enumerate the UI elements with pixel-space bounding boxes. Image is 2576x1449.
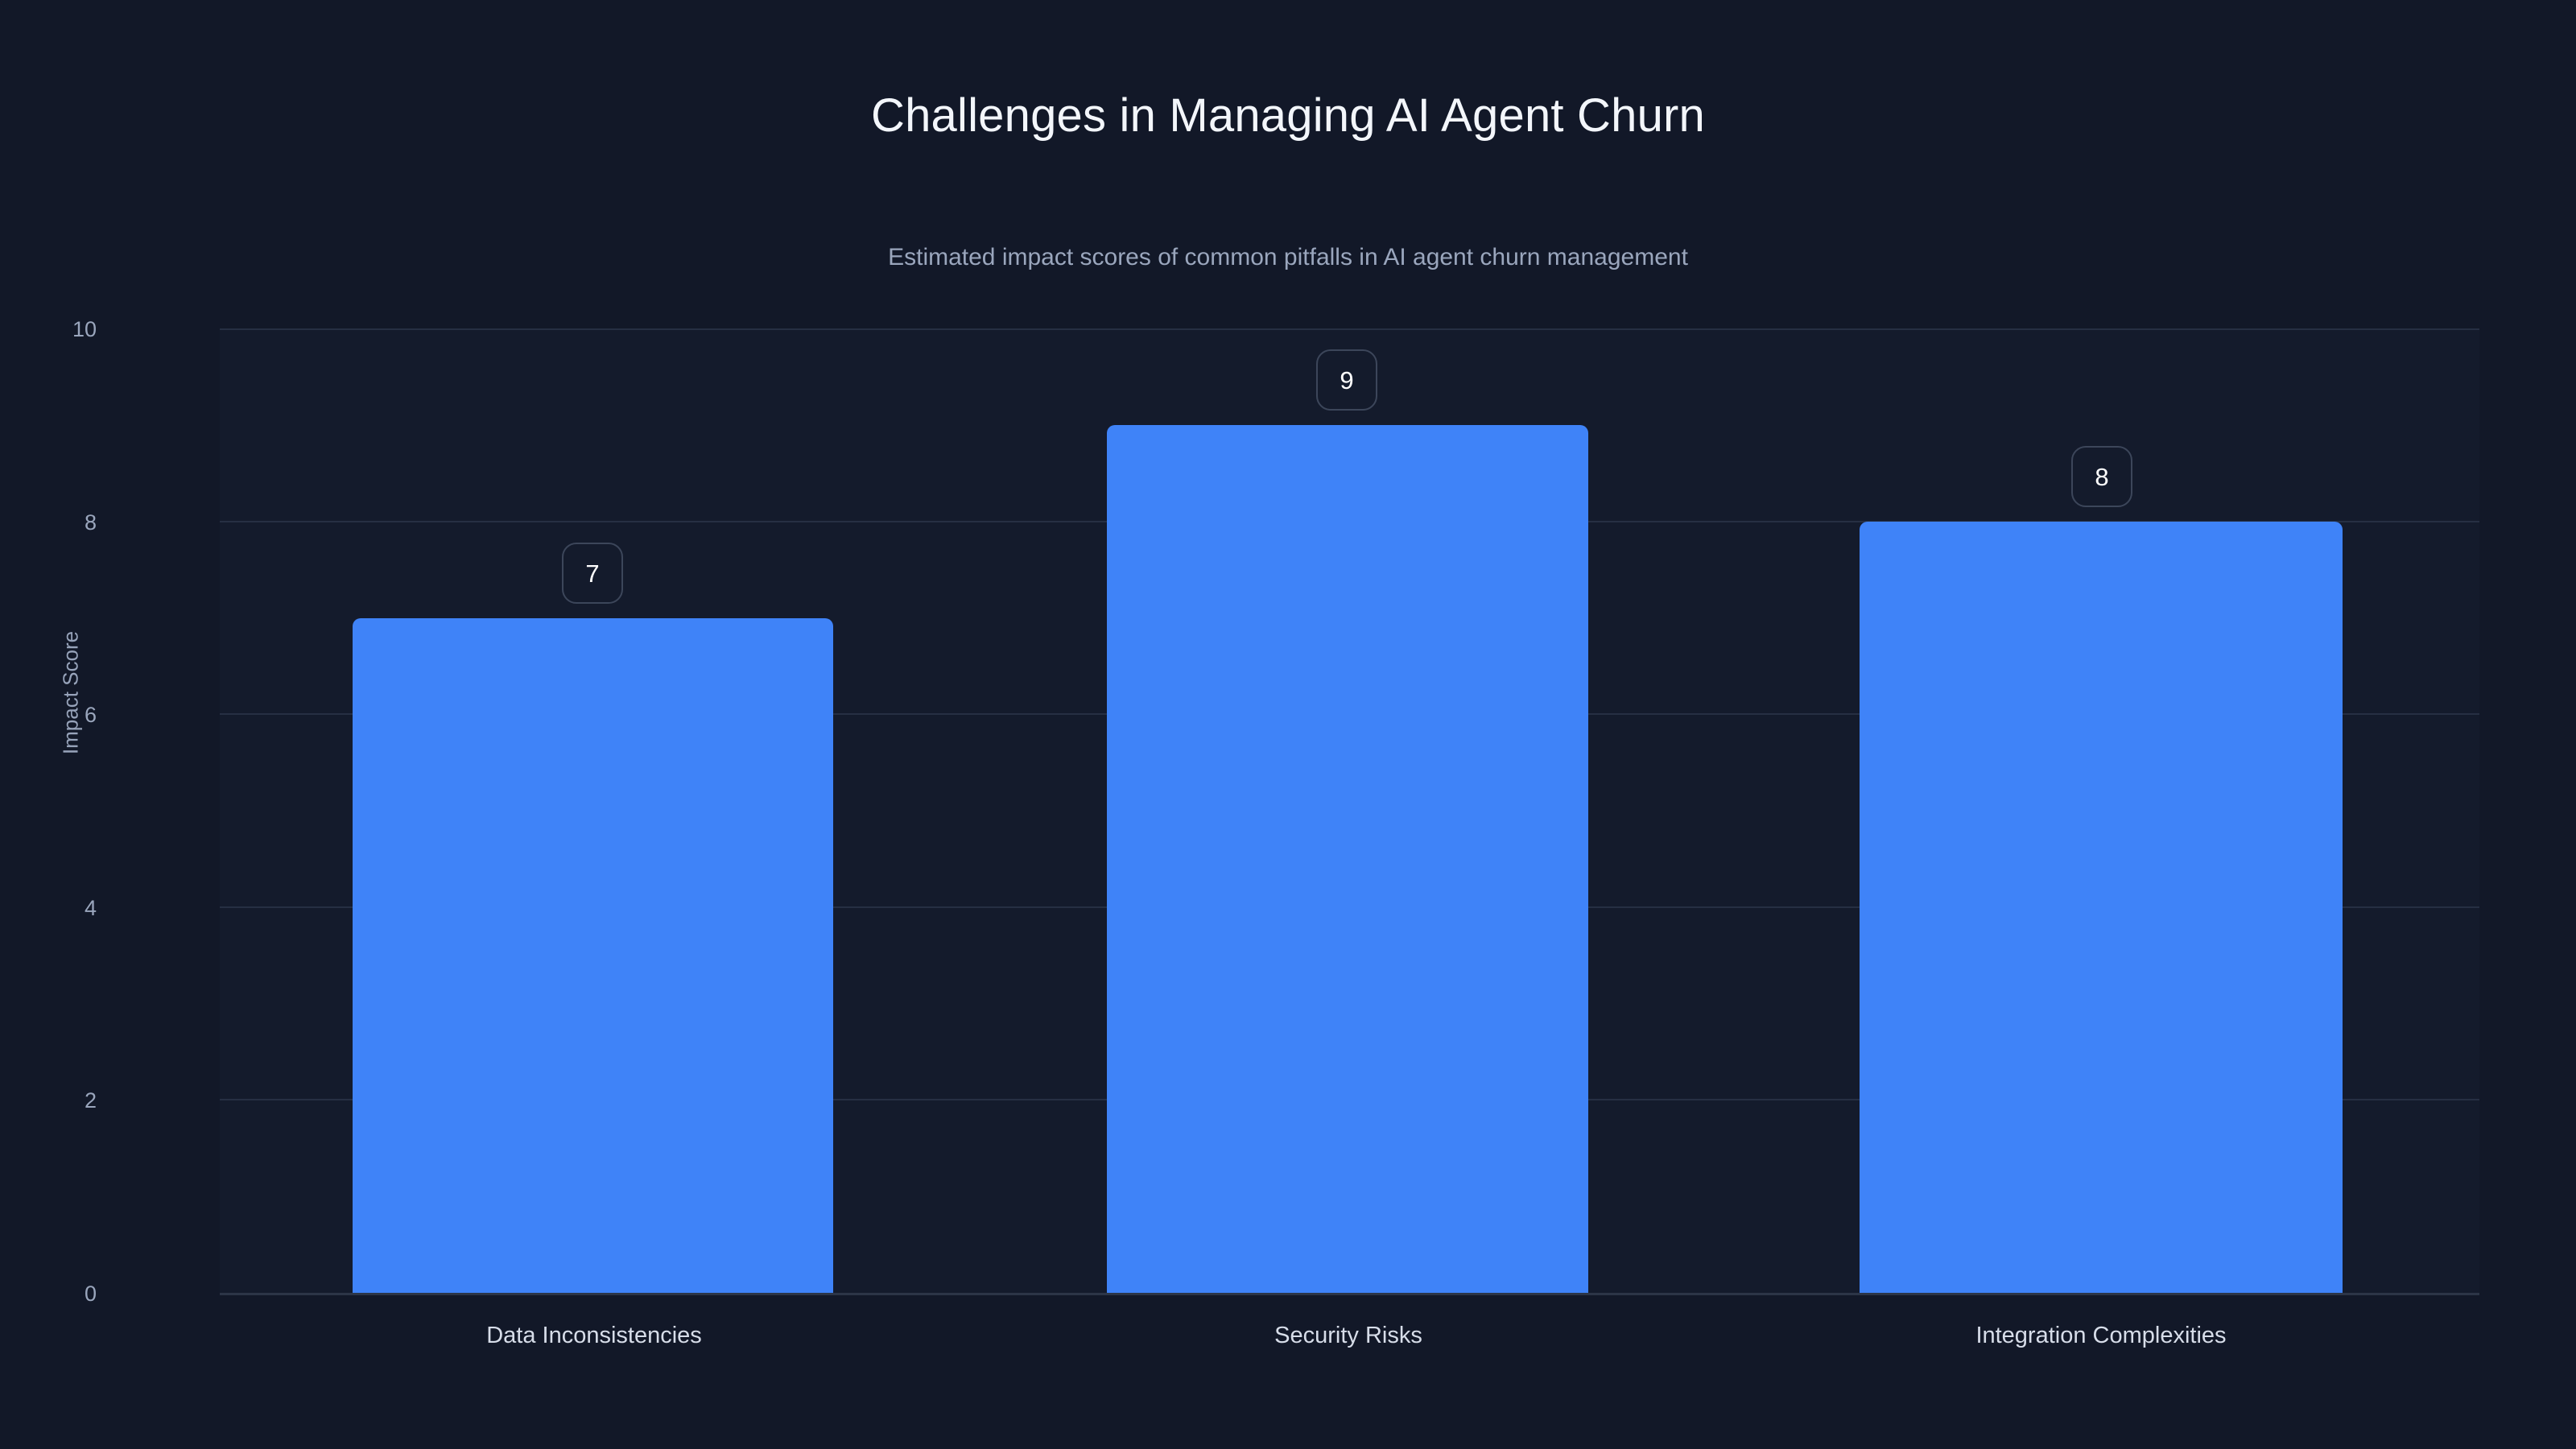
plot-area bbox=[220, 328, 2479, 1294]
chart-title: Challenges in Managing AI Agent Churn bbox=[871, 89, 1705, 142]
chart-subtitle: Estimated impact scores of common pitfal… bbox=[888, 244, 1688, 270]
bar-data-inconsistencies[interactable] bbox=[353, 618, 833, 1294]
x-axis-baseline bbox=[220, 1293, 2479, 1295]
value-badge-integration-complexities: 8 bbox=[2071, 446, 2132, 507]
y-tick-label-0: 0 bbox=[84, 1282, 97, 1306]
x-tick-label-integration-complexities: Integration Complexities bbox=[1975, 1323, 2227, 1348]
x-tick-label-security-risks: Security Risks bbox=[1274, 1323, 1422, 1348]
value-badge-data-inconsistencies: 7 bbox=[562, 543, 623, 604]
y-tick-label-4: 4 bbox=[84, 896, 97, 920]
x-tick-label-data-inconsistencies: Data Inconsistencies bbox=[486, 1323, 702, 1348]
bar-integration-complexities[interactable] bbox=[1860, 522, 2343, 1294]
y-tick-label-8: 8 bbox=[84, 510, 97, 535]
y-tick-label-6: 6 bbox=[84, 703, 97, 727]
gridline-10 bbox=[220, 328, 2479, 330]
value-badge-security-risks: 9 bbox=[1316, 349, 1377, 411]
y-axis-title: Impact Score bbox=[58, 630, 83, 755]
bar-security-risks[interactable] bbox=[1107, 425, 1588, 1294]
y-tick-label-2: 2 bbox=[84, 1088, 97, 1113]
y-tick-label-10: 10 bbox=[72, 317, 97, 341]
